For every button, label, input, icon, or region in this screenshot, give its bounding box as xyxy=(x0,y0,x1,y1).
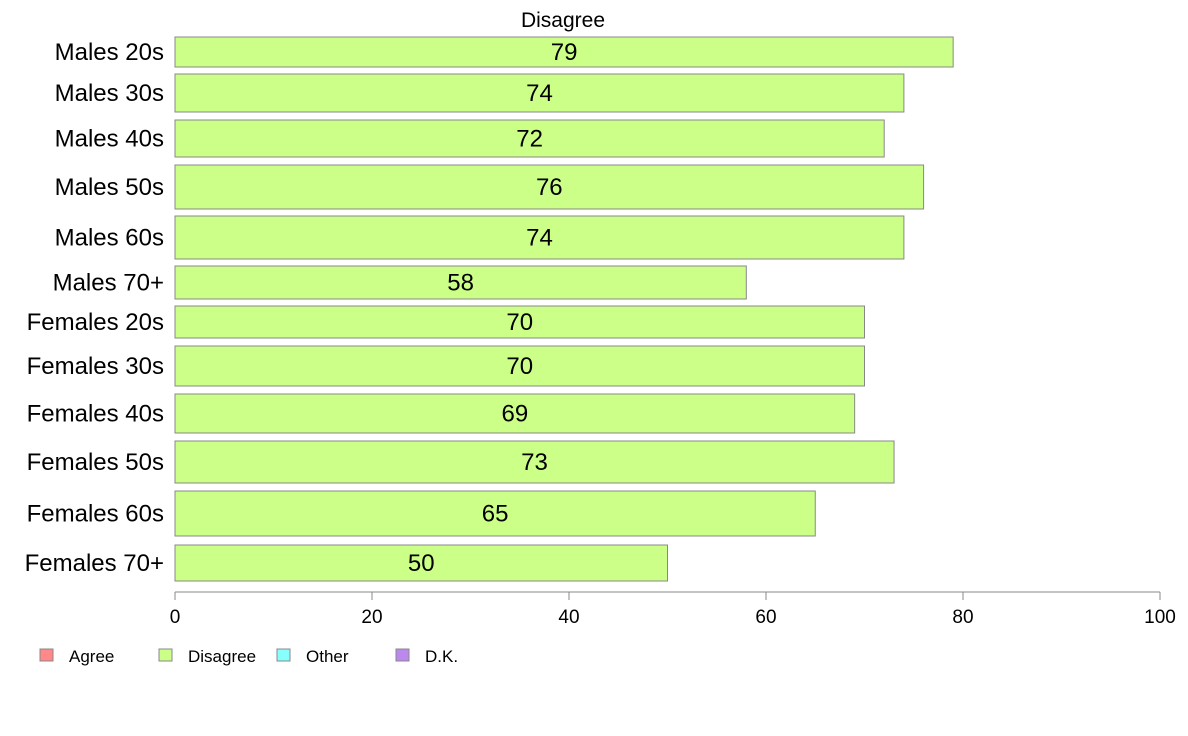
bar xyxy=(174,119,885,158)
data-label: 73 xyxy=(521,449,548,476)
category-label: Males 30s xyxy=(55,80,164,107)
bar xyxy=(174,544,668,582)
data-label: 70 xyxy=(506,309,533,336)
category-label: Females 60s xyxy=(27,501,164,528)
chart-title: Disagree xyxy=(521,9,605,32)
bar xyxy=(174,490,816,537)
x-tick-label: 40 xyxy=(558,607,579,628)
bar xyxy=(174,393,856,434)
data-label: 79 xyxy=(551,39,578,66)
category-label: Males 60s xyxy=(55,225,164,252)
x-tick-label: 0 xyxy=(170,607,181,628)
bar xyxy=(174,345,865,387)
data-label: 74 xyxy=(526,80,553,107)
category-label: Males 70+ xyxy=(53,270,164,297)
x-tick-label: 60 xyxy=(755,607,776,628)
bar xyxy=(174,164,925,210)
bar xyxy=(174,265,747,300)
x-axis: 0 20 40 60 80 100 xyxy=(170,591,1176,628)
data-label: 74 xyxy=(526,225,553,252)
category-label: Females 30s xyxy=(27,353,164,380)
data-label: 69 xyxy=(501,401,528,428)
bar xyxy=(174,36,954,68)
category-label: Females 70+ xyxy=(25,550,164,577)
category-label: Males 40s xyxy=(55,126,164,153)
category-label: Females 20s xyxy=(27,309,164,336)
x-tick-label: 20 xyxy=(361,607,382,628)
legend-swatch xyxy=(158,648,173,662)
bar xyxy=(174,305,865,339)
data-label: 65 xyxy=(482,501,509,528)
legend-swatch xyxy=(276,648,291,662)
bar xyxy=(174,215,905,260)
category-label: Females 40s xyxy=(27,401,164,428)
legend-label: D.K. xyxy=(425,647,458,666)
legend-label: Agree xyxy=(69,647,114,666)
legend-swatch xyxy=(39,648,54,662)
legend-label: Disagree xyxy=(188,647,256,666)
data-label: 76 xyxy=(536,174,563,201)
x-tick-label: 80 xyxy=(952,607,973,628)
data-label: 72 xyxy=(516,126,543,153)
bar xyxy=(174,73,905,113)
legend-swatch xyxy=(395,648,410,662)
data-label: 58 xyxy=(447,270,474,297)
category-label: Males 20s xyxy=(55,39,164,66)
data-label: 70 xyxy=(506,353,533,380)
bars-layer: Males 20s 79 Males 30s 74 Males 40s 72 Males 5… xyxy=(25,36,954,582)
x-tick-label: 100 xyxy=(1144,607,1176,628)
legend-label: Other xyxy=(306,647,349,666)
legend: Agree Disagree Other D.K. xyxy=(39,647,458,666)
data-label: 50 xyxy=(408,550,435,577)
category-label: Females 50s xyxy=(27,449,164,476)
bar xyxy=(174,440,895,484)
category-label: Males 50s xyxy=(55,174,164,201)
